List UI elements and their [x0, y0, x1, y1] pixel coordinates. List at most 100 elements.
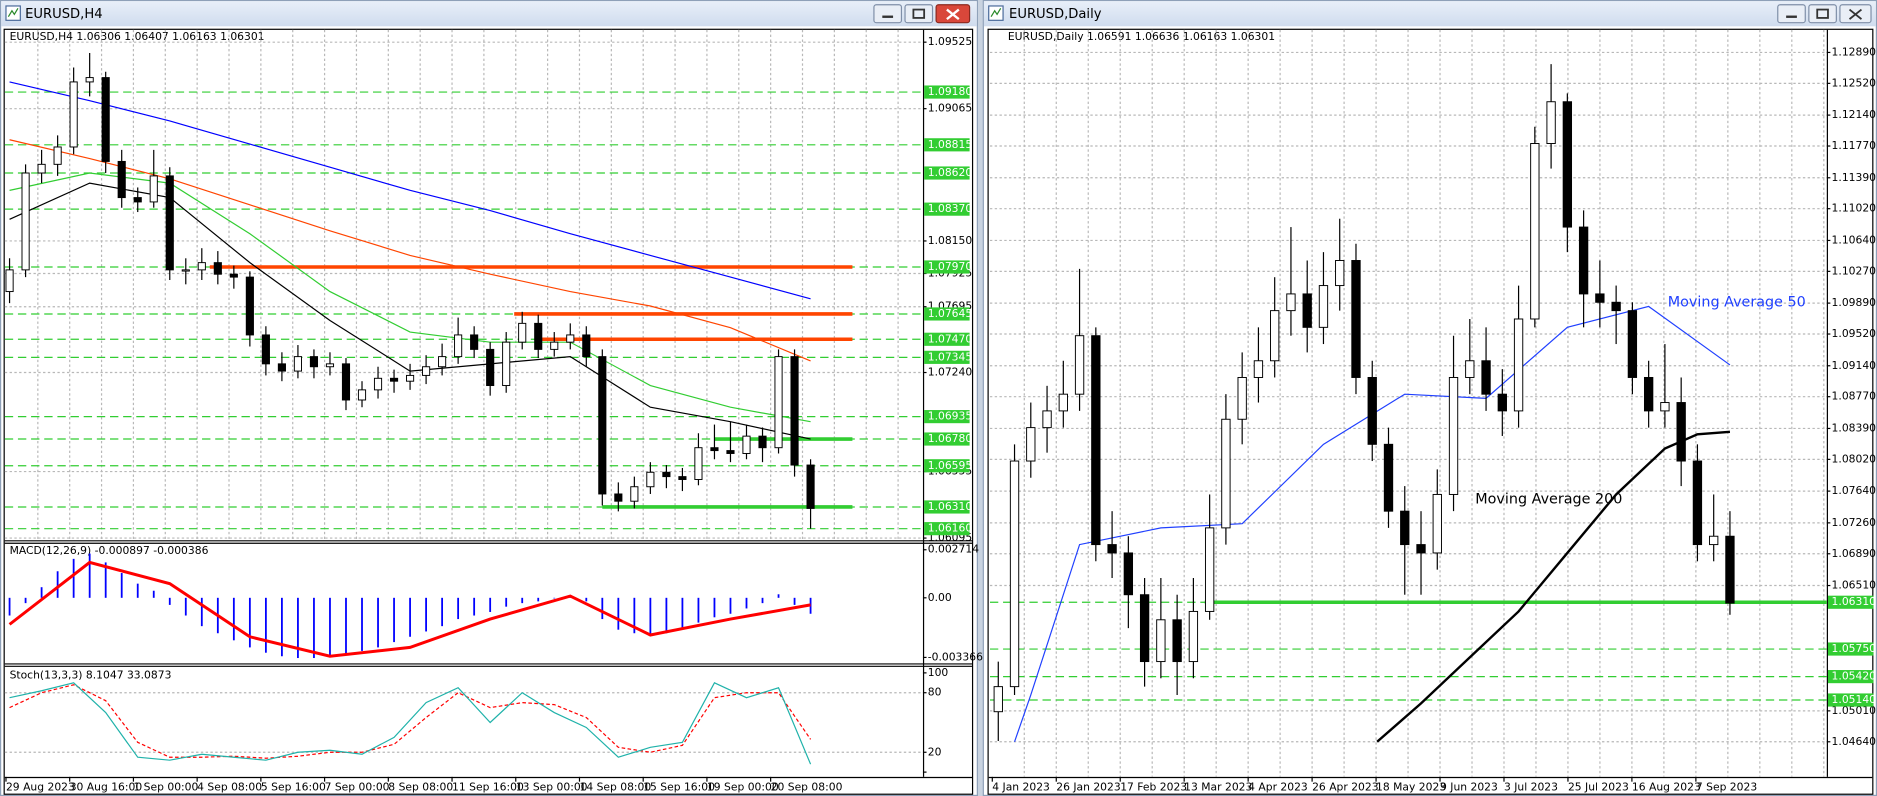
x-tick-label: 17 Feb 2023 [1120, 781, 1187, 794]
y-tick-label: 1.09890 [1832, 296, 1877, 309]
candle-body [1204, 527, 1215, 612]
candle-body [1091, 335, 1101, 546]
candle-body [1270, 310, 1280, 362]
level-label-box [924, 410, 970, 424]
macd-bar [264, 597, 267, 653]
candle-body [389, 377, 399, 382]
macd-bar [24, 597, 27, 604]
minimize-button[interactable] [873, 4, 903, 24]
macd-bar [665, 597, 668, 634]
level-label: 1.06310 [1832, 595, 1877, 608]
level-label: 1.05140 [1832, 693, 1877, 706]
x-tick-label: 4 Apr 2023 [1248, 781, 1308, 794]
title-bar[interactable] [1, 1, 977, 27]
candle-body [694, 447, 703, 480]
macd-bar [617, 597, 620, 630]
chart-area[interactable] [987, 28, 1874, 795]
level-label: 1.09180 [928, 85, 973, 98]
candle-body [1546, 101, 1556, 144]
candle-body [1188, 610, 1199, 663]
y-tick-label: 1.08390 [1832, 421, 1877, 434]
level-label-box [1827, 670, 1874, 684]
maximize-button[interactable] [904, 4, 934, 24]
macd-bar [777, 594, 780, 598]
macd-bar [521, 597, 524, 604]
level-label: 1.05420 [1832, 670, 1877, 683]
level-label: 1.07345 [928, 350, 972, 363]
x-tick-label: 14 Sep 08:00 [579, 781, 651, 794]
y-tick-label: 1.09525 [928, 35, 972, 48]
macd-bar [88, 553, 91, 598]
candle-body [598, 356, 607, 495]
moving-average [9, 172, 811, 423]
level-label-box [1827, 693, 1874, 707]
level-label-box [924, 138, 970, 152]
candle-body [1692, 460, 1703, 546]
candle-body [1578, 226, 1589, 295]
candle-body [662, 471, 671, 478]
candle-body [1367, 376, 1377, 445]
candle-body [1595, 293, 1605, 303]
x-tick-label: 1 Sep 00:00 [133, 781, 198, 794]
x-tick-label: 4 Sep 08:00 [197, 781, 262, 794]
window-h4: EURUSD,H4 EURUSD,H4 1.06306 1.06407 1.06… [0, 0, 978, 796]
candle-body [1302, 293, 1312, 328]
candle-body [261, 334, 270, 365]
window-icon-glyph [7, 8, 19, 18]
candle-body [1627, 310, 1638, 378]
level-label: 1.08815 [928, 138, 972, 151]
x-tick-label: 15 Sep 16:00 [643, 781, 715, 794]
macd-bar [473, 597, 476, 616]
title-bar[interactable] [983, 1, 1876, 27]
macd-bar [537, 597, 540, 602]
macd-bar [505, 597, 508, 607]
x-tick-label: 30 Aug 16:00 [70, 781, 143, 794]
level-label-box [924, 166, 970, 180]
macd-bar [761, 597, 764, 604]
macd-bar [377, 597, 379, 648]
y-tick-label: 1.11390 [1832, 171, 1877, 184]
candle-body [53, 146, 62, 165]
candle-body [502, 341, 511, 387]
candle-body [213, 262, 222, 275]
macd-bar [104, 562, 107, 598]
candle-body [1383, 443, 1394, 512]
macd-bar [697, 597, 700, 623]
candle-body [1172, 619, 1182, 663]
macd-bar [8, 597, 11, 616]
y-tick-label: 80 [928, 686, 942, 699]
candle-body [149, 175, 158, 203]
candle-body [101, 77, 110, 162]
candle-body [1676, 402, 1686, 462]
x-tick-label: 7 Sep 2023 [1696, 781, 1757, 794]
moving-average [9, 139, 811, 362]
moving-average [1013, 305, 1731, 742]
candle-body [774, 356, 783, 449]
window-icon-glyph [990, 8, 1002, 18]
macd-bar [409, 597, 411, 637]
level-label-box [924, 432, 970, 446]
annotation: Moving Average 50 [1668, 294, 1806, 310]
candle-body [341, 363, 351, 401]
y-tick-label: 1.11770 [1832, 139, 1877, 152]
y-tick-label: 1.07240 [928, 366, 973, 379]
maximize-button[interactable] [1808, 4, 1837, 24]
minimize-button[interactable] [1777, 4, 1806, 24]
y-tick-label: 20 [928, 745, 942, 758]
candle-body [245, 276, 254, 336]
y-tick-label: 100 [928, 666, 949, 679]
x-tick-label: 5 Sep 16:00 [261, 781, 326, 794]
candle-body [1643, 376, 1654, 412]
macd-bar [649, 597, 652, 636]
level-label: 1.07470 [928, 332, 973, 345]
candle-body [1253, 360, 1264, 378]
y-tick-label: 1.08150 [928, 234, 973, 247]
level-label-box [1827, 595, 1874, 609]
level-label-box [924, 459, 970, 473]
candle-body [470, 334, 479, 350]
close-glyph [1848, 8, 1863, 20]
macd-label: MACD(12,26,9) -0.000897 -0.000386 [10, 544, 209, 557]
macd-bar [72, 558, 75, 598]
candle-body [133, 197, 142, 203]
macd-bar [313, 597, 315, 659]
